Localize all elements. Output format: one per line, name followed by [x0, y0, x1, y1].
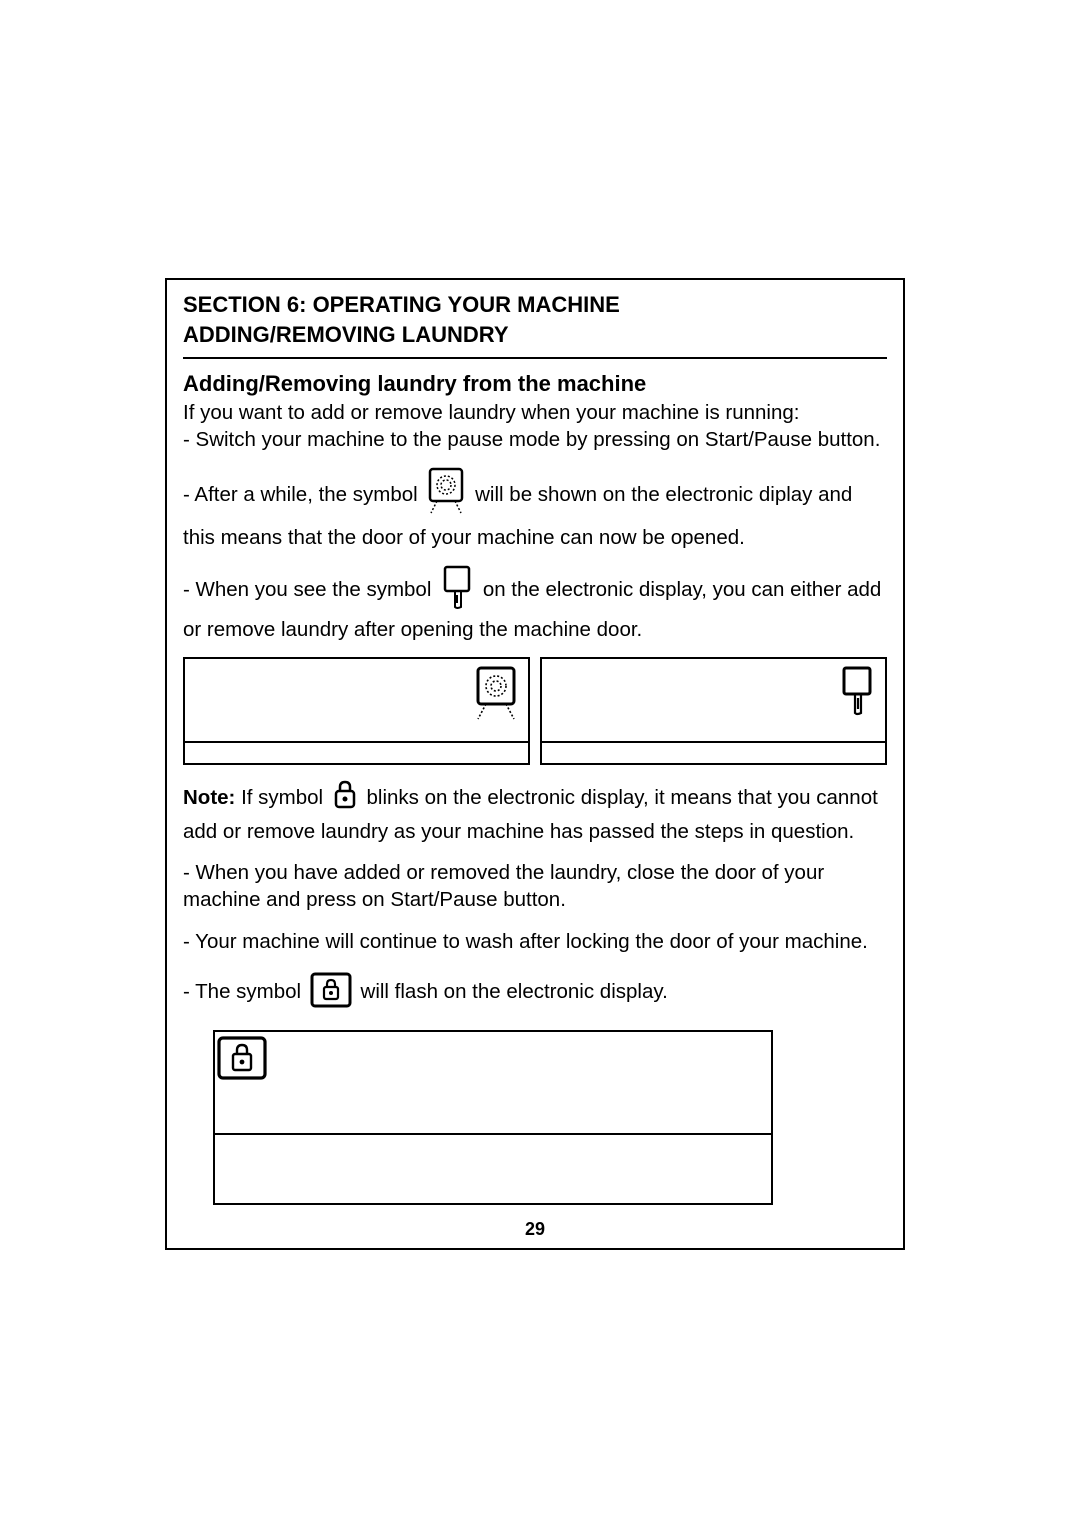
intro-line-2: - Switch your machine to the pause mode … — [183, 428, 880, 451]
after-add-para: - When you have added or removed the lau… — [183, 859, 887, 913]
door-open-icon — [439, 565, 475, 616]
page-frame: SECTION 6: OPERATING YOUR MACHINE ADDING… — [165, 278, 905, 1250]
when-symbol-para: - When you see the symbol on the electro… — [183, 565, 887, 643]
lock-display-panel-bottom — [213, 1135, 773, 1205]
when-symbol-pre: - When you see the symbol — [183, 578, 431, 601]
intro-block: Adding/Removing laundry from the machine… — [183, 369, 887, 453]
note-para: Note: If symbol blinks on the electronic… — [183, 779, 887, 845]
door-open-icon — [837, 665, 877, 717]
section-header: SECTION 6: OPERATING YOUR MACHINE ADDING… — [183, 290, 887, 359]
drum-open-icon — [472, 665, 520, 723]
drum-open-icon — [425, 467, 467, 524]
display-panels-row — [183, 657, 887, 765]
lock-icon — [331, 779, 359, 818]
page-number: 29 — [183, 1219, 887, 1240]
header-line-2: ADDING/REMOVING LAUNDRY — [183, 320, 887, 350]
flash-post: will flash on the electronic display. — [361, 980, 668, 1003]
note-label: Note: — [183, 786, 235, 809]
intro-line-1: If you want to add or remove laundry whe… — [183, 401, 799, 424]
after-symbol-pre: - After a while, the symbol — [183, 483, 418, 506]
panel-divider — [542, 741, 885, 743]
lock-box-icon — [215, 1032, 269, 1082]
lock-display-block — [213, 1030, 773, 1205]
header-line-1: SECTION 6: OPERATING YOUR MACHINE — [183, 290, 887, 320]
lock-display-panel-top — [213, 1030, 773, 1135]
subheading: Adding/Removing laundry from the machine — [183, 371, 646, 396]
after-symbol-para: - After a while, the symbol will be show… — [183, 467, 887, 551]
continue-para: - Your machine will continue to wash aft… — [183, 928, 887, 955]
display-panel-right — [540, 657, 887, 765]
note-pre: If symbol — [235, 786, 323, 809]
flash-pre: - The symbol — [183, 980, 301, 1003]
panel-divider — [185, 741, 528, 743]
lock-box-icon — [309, 969, 353, 1016]
display-panel-left — [183, 657, 530, 765]
flash-para: - The symbol will flash on the electroni… — [183, 969, 887, 1016]
